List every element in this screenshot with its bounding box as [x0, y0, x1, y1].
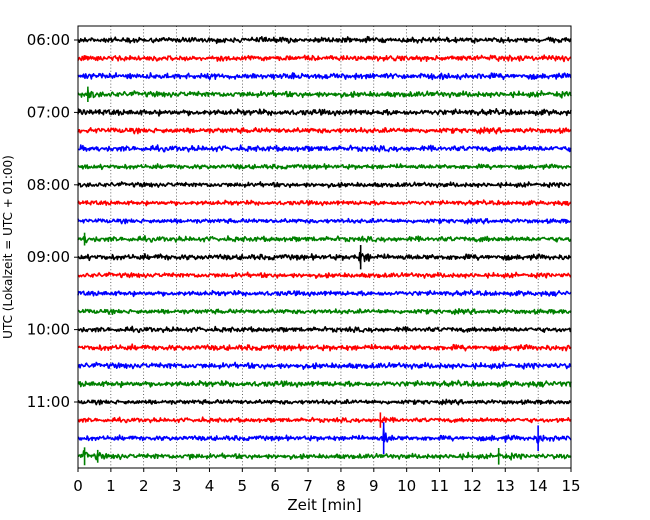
y-tick-label: 07:00 — [27, 103, 70, 121]
trace-line — [77, 308, 572, 316]
y-axis-label: UTC (Lokalzeit = UTC + 01:00) — [1, 155, 15, 339]
grid-lines — [77, 26, 572, 468]
trace-line — [77, 251, 572, 264]
x-tick-label: 8 — [336, 477, 346, 495]
trace-line — [77, 89, 572, 99]
trace-line — [77, 343, 572, 352]
trace-line — [77, 72, 572, 81]
trace-line — [77, 199, 572, 207]
y-tick-label: 09:00 — [27, 248, 70, 266]
x-tick-label: 0 — [73, 477, 83, 495]
x-tick-label: 1 — [106, 477, 116, 495]
x-tick-label: 5 — [238, 477, 248, 495]
y-tick-label: 10:00 — [27, 321, 70, 339]
x-tick-label: 15 — [561, 477, 580, 495]
y-tick-label: 11:00 — [27, 393, 70, 411]
trace-line — [77, 361, 572, 370]
trace-line — [77, 217, 572, 225]
y-axis-ticks: 06:00 07:00 08:00 09:00 10:00 11:00 — [27, 31, 78, 411]
trace-line — [77, 450, 572, 461]
trace-line — [77, 325, 572, 334]
trace-line — [77, 35, 572, 45]
x-tick-label: 6 — [270, 477, 280, 495]
plot-frame — [77, 25, 572, 469]
trace-line — [77, 163, 572, 171]
trace-line — [77, 108, 572, 117]
x-tick-label: 4 — [205, 477, 215, 495]
trace-line — [77, 398, 572, 406]
trace-line — [77, 289, 572, 298]
x-tick-label: 9 — [369, 477, 379, 495]
trace-line — [77, 427, 572, 444]
x-tick-label: 11 — [430, 477, 449, 495]
x-tick-label: 2 — [139, 477, 149, 495]
trace-line — [77, 144, 572, 153]
trace-line — [77, 126, 572, 135]
y-tick-label: 06:00 — [27, 31, 70, 49]
trace-line — [77, 54, 572, 63]
x-tick-label: 12 — [463, 477, 482, 495]
trace-line — [77, 235, 572, 244]
x-axis-label: Zeit [min] — [287, 496, 361, 514]
trace-line — [77, 181, 572, 189]
x-tick-label: 10 — [397, 477, 416, 495]
trace-line — [77, 379, 572, 389]
trace-line — [77, 271, 572, 279]
x-tick-label: 14 — [529, 477, 548, 495]
trace-line — [77, 416, 572, 424]
y-tick-label: 08:00 — [27, 176, 70, 194]
trace-lines — [77, 35, 572, 466]
x-tick-label: 3 — [172, 477, 182, 495]
x-tick-label: 13 — [496, 477, 515, 495]
x-axis-ticks: 0 1 2 3 4 5 6 7 8 9 10 11 12 13 14 15 — [73, 468, 581, 495]
x-tick-label: 7 — [303, 477, 313, 495]
